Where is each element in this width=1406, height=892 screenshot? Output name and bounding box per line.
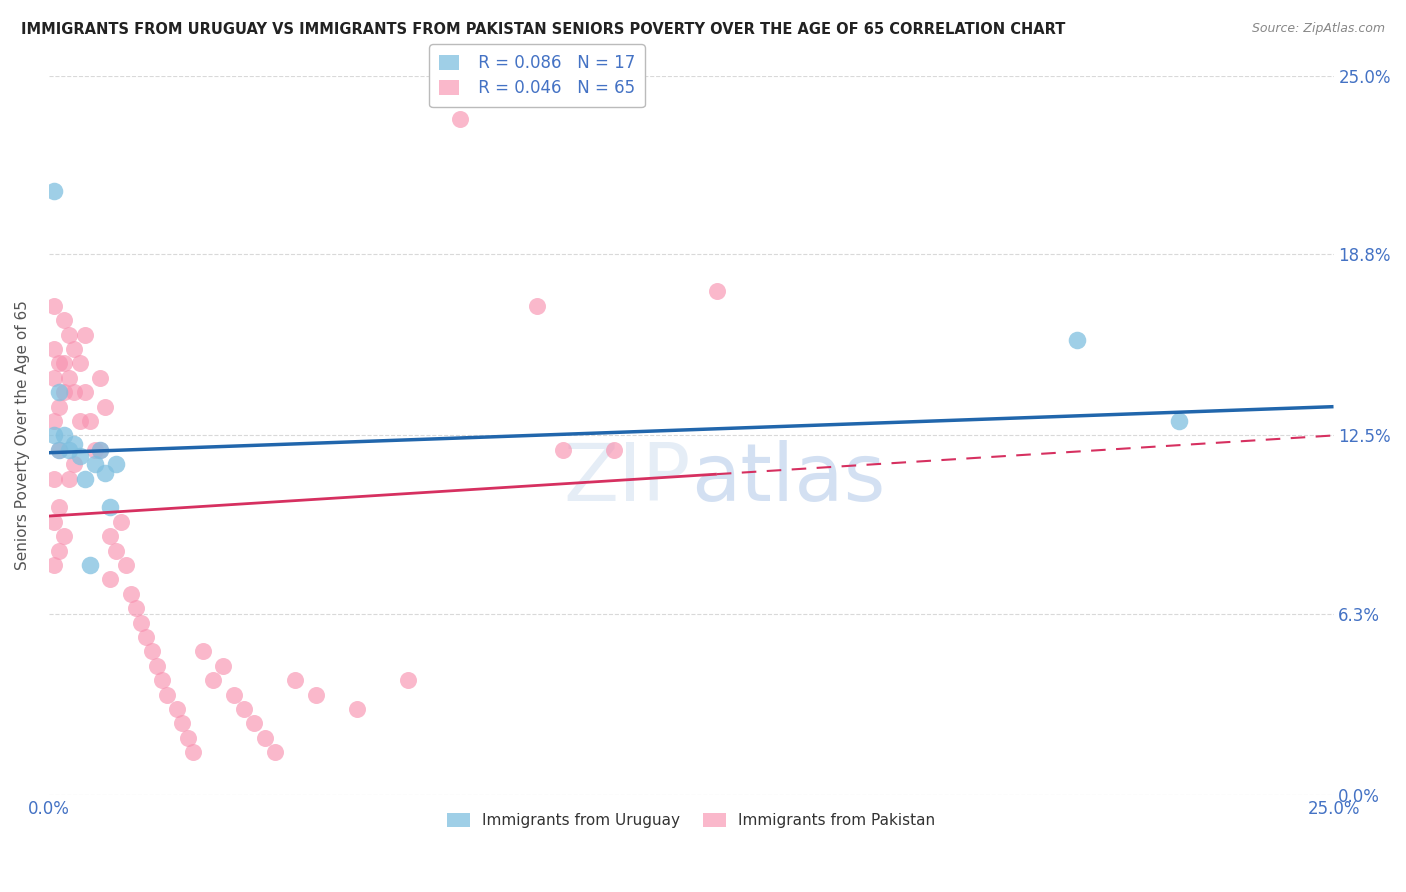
Point bbox=[145, 658, 167, 673]
Point bbox=[58, 472, 80, 486]
Text: Source: ZipAtlas.com: Source: ZipAtlas.com bbox=[1251, 22, 1385, 36]
Point bbox=[69, 356, 91, 370]
Point bbox=[63, 342, 86, 356]
Point bbox=[53, 385, 76, 400]
Point bbox=[100, 573, 122, 587]
Point bbox=[176, 731, 198, 745]
Point bbox=[73, 472, 96, 486]
Point bbox=[89, 442, 111, 457]
Point bbox=[94, 466, 117, 480]
Point bbox=[69, 414, 91, 428]
Point bbox=[100, 500, 122, 515]
Point bbox=[603, 442, 626, 457]
Point bbox=[125, 601, 148, 615]
Point bbox=[89, 442, 111, 457]
Point bbox=[191, 644, 214, 658]
Point bbox=[42, 342, 65, 356]
Point bbox=[53, 313, 76, 327]
Point bbox=[48, 543, 70, 558]
Point bbox=[551, 442, 574, 457]
Point bbox=[166, 702, 188, 716]
Point bbox=[114, 558, 136, 572]
Point bbox=[84, 457, 107, 471]
Point bbox=[79, 558, 101, 572]
Point bbox=[1066, 334, 1088, 348]
Point bbox=[104, 543, 127, 558]
Point bbox=[253, 731, 276, 745]
Point bbox=[135, 630, 157, 644]
Point bbox=[150, 673, 173, 688]
Point bbox=[42, 558, 65, 572]
Text: ZIP: ZIP bbox=[564, 440, 692, 517]
Point bbox=[120, 587, 142, 601]
Point bbox=[48, 356, 70, 370]
Point bbox=[42, 515, 65, 529]
Point bbox=[48, 400, 70, 414]
Text: IMMIGRANTS FROM URUGUAY VS IMMIGRANTS FROM PAKISTAN SENIORS POVERTY OVER THE AGE: IMMIGRANTS FROM URUGUAY VS IMMIGRANTS FR… bbox=[21, 22, 1066, 37]
Point bbox=[263, 745, 285, 759]
Point bbox=[526, 299, 548, 313]
Point bbox=[58, 327, 80, 342]
Point bbox=[243, 716, 266, 731]
Point bbox=[284, 673, 307, 688]
Point bbox=[706, 285, 728, 299]
Point bbox=[53, 529, 76, 543]
Legend: Immigrants from Uruguay, Immigrants from Pakistan: Immigrants from Uruguay, Immigrants from… bbox=[441, 807, 942, 835]
Point bbox=[69, 449, 91, 463]
Point bbox=[58, 371, 80, 385]
Text: atlas: atlas bbox=[692, 440, 886, 517]
Point bbox=[100, 529, 122, 543]
Point bbox=[222, 688, 245, 702]
Point bbox=[42, 371, 65, 385]
Point bbox=[172, 716, 194, 731]
Point bbox=[156, 688, 179, 702]
Point bbox=[449, 112, 471, 126]
Point bbox=[42, 184, 65, 198]
Point bbox=[53, 428, 76, 442]
Point bbox=[89, 371, 111, 385]
Point bbox=[48, 385, 70, 400]
Point bbox=[58, 442, 80, 457]
Point bbox=[63, 385, 86, 400]
Point bbox=[79, 414, 101, 428]
Point bbox=[84, 442, 107, 457]
Point bbox=[104, 457, 127, 471]
Point bbox=[48, 442, 70, 457]
Point bbox=[53, 356, 76, 370]
Point bbox=[305, 688, 328, 702]
Point bbox=[63, 457, 86, 471]
Point bbox=[94, 400, 117, 414]
Point bbox=[212, 658, 235, 673]
Point bbox=[202, 673, 225, 688]
Y-axis label: Seniors Poverty Over the Age of 65: Seniors Poverty Over the Age of 65 bbox=[15, 301, 30, 570]
Point bbox=[233, 702, 256, 716]
Point bbox=[42, 472, 65, 486]
Point bbox=[398, 673, 420, 688]
Point bbox=[129, 615, 152, 630]
Point bbox=[346, 702, 368, 716]
Point bbox=[73, 385, 96, 400]
Point bbox=[42, 414, 65, 428]
Point bbox=[181, 745, 204, 759]
Point bbox=[141, 644, 163, 658]
Point bbox=[73, 327, 96, 342]
Point bbox=[42, 299, 65, 313]
Point bbox=[1168, 414, 1191, 428]
Point bbox=[48, 442, 70, 457]
Point bbox=[110, 515, 132, 529]
Point bbox=[42, 428, 65, 442]
Point bbox=[63, 437, 86, 451]
Point bbox=[48, 500, 70, 515]
